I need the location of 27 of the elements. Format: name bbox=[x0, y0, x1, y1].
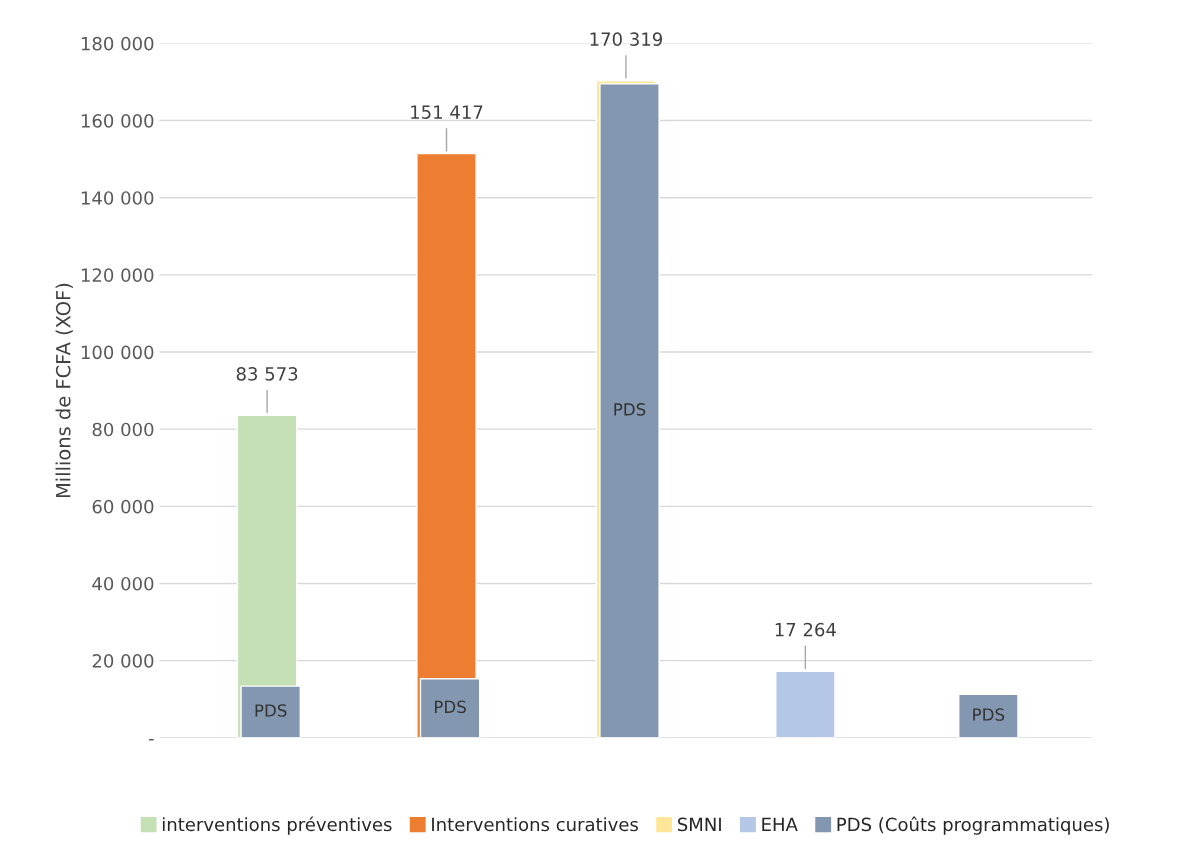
y-tick-label: 20 000 bbox=[92, 654, 154, 668]
legend-label: interventions préventives bbox=[162, 816, 392, 835]
y-tick-label: 40 000 bbox=[92, 576, 154, 591]
y-tick-label: 180 000 bbox=[81, 36, 154, 51]
data-label: PDS bbox=[435, 700, 466, 714]
legend-label: PDS (Coûts programmatiques) bbox=[837, 816, 1109, 835]
bar bbox=[416, 152, 477, 738]
legend-label: EHA bbox=[762, 817, 798, 831]
data-label: PDS bbox=[614, 403, 646, 416]
y-tick-label: 80 000 bbox=[92, 422, 154, 437]
data-label: 151 417 bbox=[411, 105, 483, 119]
y-tick-label: 140 000 bbox=[81, 191, 154, 205]
y-tick-label: 120 000 bbox=[81, 268, 154, 282]
data-label: 17 264 bbox=[775, 622, 836, 637]
legend-label: SMNI bbox=[677, 817, 721, 832]
data-label: PDS bbox=[973, 708, 1005, 721]
data-label: PDS bbox=[255, 704, 287, 717]
y-tick-label: - bbox=[148, 738, 154, 741]
data-label: 170 319 bbox=[590, 32, 662, 46]
y-axis-title: Millions de FCFA (XOF) bbox=[55, 283, 73, 498]
y-tick-label: 100 000 bbox=[81, 345, 154, 360]
data-label: 83 573 bbox=[236, 366, 298, 381]
legend-label: Interventions curatives bbox=[432, 817, 638, 832]
y-tick-label: 160 000 bbox=[81, 114, 154, 128]
bar bbox=[775, 670, 836, 738]
y-tick-label: 60 000 bbox=[92, 499, 154, 514]
bar bbox=[958, 693, 1019, 738]
